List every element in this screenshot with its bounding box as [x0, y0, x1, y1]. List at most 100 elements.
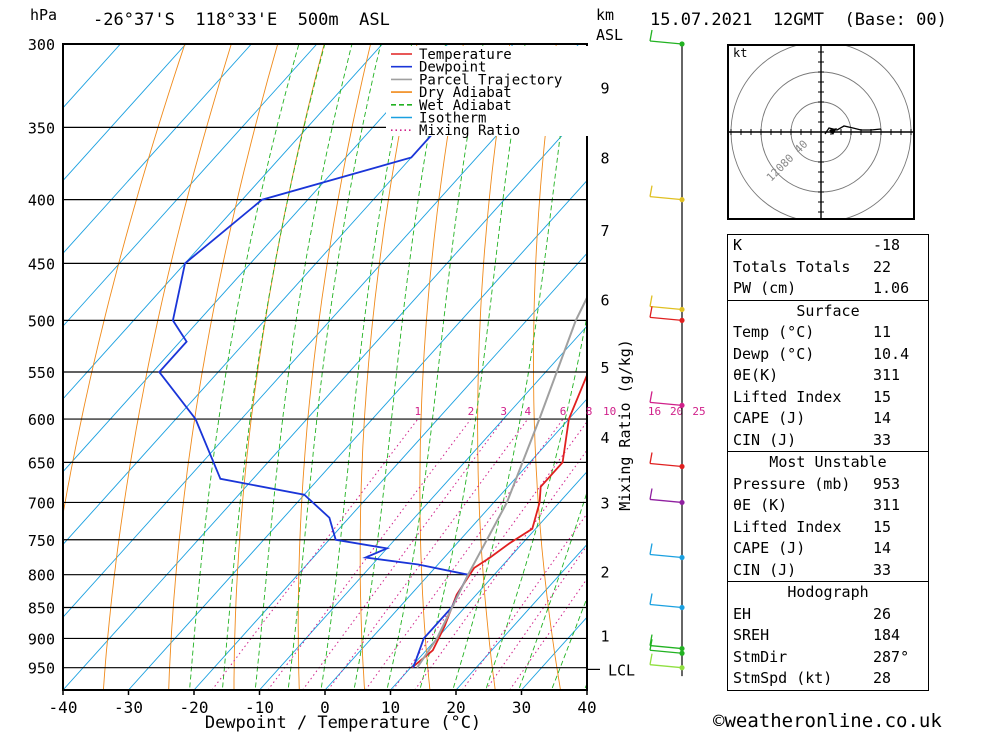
most-unstable-value: 311 [873, 496, 901, 514]
plot-frame [62, 43, 588, 691]
mixing-ratio-label: 20 [670, 405, 683, 418]
wet-adiabat-line [254, 44, 353, 690]
surface-row: CIN (J) 33 [728, 430, 928, 452]
lcl-label: LCL [608, 661, 635, 679]
hodograph-param-value: 287° [873, 647, 910, 666]
wind-barb-dot [679, 604, 685, 611]
dry-adiabat-line [533, 44, 561, 690]
legend-label: Dewpoint [419, 60, 486, 76]
legend-label: Wet Adiabat [419, 98, 512, 114]
most-unstable-label: CAPE (J) [733, 539, 806, 557]
surface-row: θE(K) 311 [728, 365, 928, 387]
mixing-ratio-label: 1 [415, 405, 422, 418]
most-unstable-value: 15 [873, 517, 892, 536]
legend-label: Isotherm [419, 111, 486, 127]
surface-label: Dewp (°C) [733, 344, 815, 363]
pressure-tick-label: 750 [28, 532, 55, 550]
mixing-ratio-label: 16 [648, 405, 661, 418]
hodograph-param-label: StmSpd (kt) [733, 669, 833, 687]
wind-barb-staff [649, 305, 683, 311]
pressure-tick-label: 950 [28, 660, 55, 678]
index-label: Totals Totals [733, 257, 851, 276]
wind-barb-staff [649, 316, 683, 322]
mixing-ratio-line [485, 544, 587, 690]
wind-barb-dot [679, 645, 685, 652]
wind-barb-dot [679, 317, 685, 323]
km-tick-label: 7 [600, 222, 609, 240]
wind-barb-dot [679, 665, 685, 671]
wind-barb-staff [649, 40, 683, 45]
wind-barb-staff [649, 649, 683, 654]
x-axis-label: Dewpoint / Temperature (°C) [205, 713, 481, 733]
temperature-tick-label: 0 [320, 698, 330, 717]
index-label: PW (cm) [733, 279, 797, 297]
pressure-tick-label: 850 [28, 600, 55, 618]
isotherm-line [63, 107, 587, 690]
isotherm-line [128, 179, 587, 690]
isotherm-line [63, 44, 514, 546]
wind-barb-dot [679, 554, 685, 561]
dry-adiabat-line [168, 44, 279, 690]
surface-section: Surface Temp (°C) 11 Dewp (°C) 10.4 θE(K) 311… [728, 299, 928, 452]
wind-barb-staff [649, 664, 683, 669]
hodograph-param-row: StmSpd (kt) 28 [728, 668, 928, 690]
most-unstable-value: 953 [873, 474, 901, 493]
wind-barb-flag [649, 593, 653, 605]
wet-adiabat-line [551, 596, 587, 690]
surface-value: 10.4 [873, 344, 910, 363]
isotherm-line [63, 44, 449, 473]
index-value: -18 [873, 236, 901, 254]
most-unstable-row: CAPE (J) 14 [728, 538, 928, 560]
wind-barb-flag [649, 639, 653, 651]
mixing-ratio-label: 3 [500, 405, 507, 418]
unit-km: km [596, 6, 615, 24]
hodograph-unit: kt [733, 46, 748, 60]
wind-barb-flag [649, 543, 653, 555]
dry-adiabat-line [63, 44, 186, 517]
wind-barb-flag [649, 488, 653, 500]
wind-barb-flag [649, 452, 653, 464]
mixing-ratio-line [461, 512, 587, 690]
surface-title: Surface [796, 301, 860, 320]
hodograph-param-label: StmDir [733, 647, 788, 666]
km-tick-label: 1 [600, 627, 609, 645]
pressure-tick-label: 350 [28, 119, 55, 137]
mixing-ratio-label: 2 [468, 405, 475, 418]
hodograph-param-value: 28 [873, 669, 892, 687]
wet-adiabat-line [452, 44, 574, 690]
km-tick-label: 5 [600, 359, 609, 377]
surface-value: 14 [873, 409, 892, 427]
location-title: -26°37'S 118°33'E 500m ASL [93, 10, 390, 30]
pressure-tick-label: 600 [28, 411, 55, 429]
isotherm-line [63, 44, 121, 109]
pressure-tick-label: 300 [28, 36, 55, 54]
most-unstable-label: θE (K) [733, 496, 788, 514]
mixing-ratio-label: 25 [692, 405, 705, 418]
mixing-ratio-label: 10 [603, 405, 616, 418]
isotherm-line [193, 252, 587, 690]
legend-label: Mixing Ratio [419, 123, 520, 139]
index-row: Totals Totals 22 [728, 257, 928, 279]
wind-barb-flag [649, 295, 653, 307]
most-unstable-row: CIN (J) 33 [728, 560, 928, 582]
hodograph-params-title: Hodograph [787, 583, 869, 601]
km-tick-label: 2 [600, 563, 609, 581]
wind-barb-flag [649, 653, 653, 665]
most-unstable-row: Lifted Index 15 [728, 517, 928, 539]
index-row: K -18 [728, 235, 928, 257]
mixing-ratio-line [211, 418, 419, 690]
pressure-tick-label: 700 [28, 494, 55, 512]
most-unstable-row: θE (K) 311 [728, 495, 928, 517]
hodograph-trace [824, 125, 882, 135]
isotherm-line [63, 44, 187, 182]
wind-barb-staff [649, 462, 683, 468]
wet-adiabat-line [419, 44, 526, 690]
wind-barb-dot [679, 402, 685, 408]
isotherm-line [259, 325, 587, 690]
km-tick-label: 6 [600, 291, 609, 309]
wet-adiabat-line [353, 44, 447, 690]
hodograph-param-value: 26 [873, 604, 892, 623]
hodograph-param-value: 184 [873, 626, 901, 644]
series-parcel-trajectory [416, 295, 587, 669]
dry-adiabat-line [102, 44, 232, 690]
